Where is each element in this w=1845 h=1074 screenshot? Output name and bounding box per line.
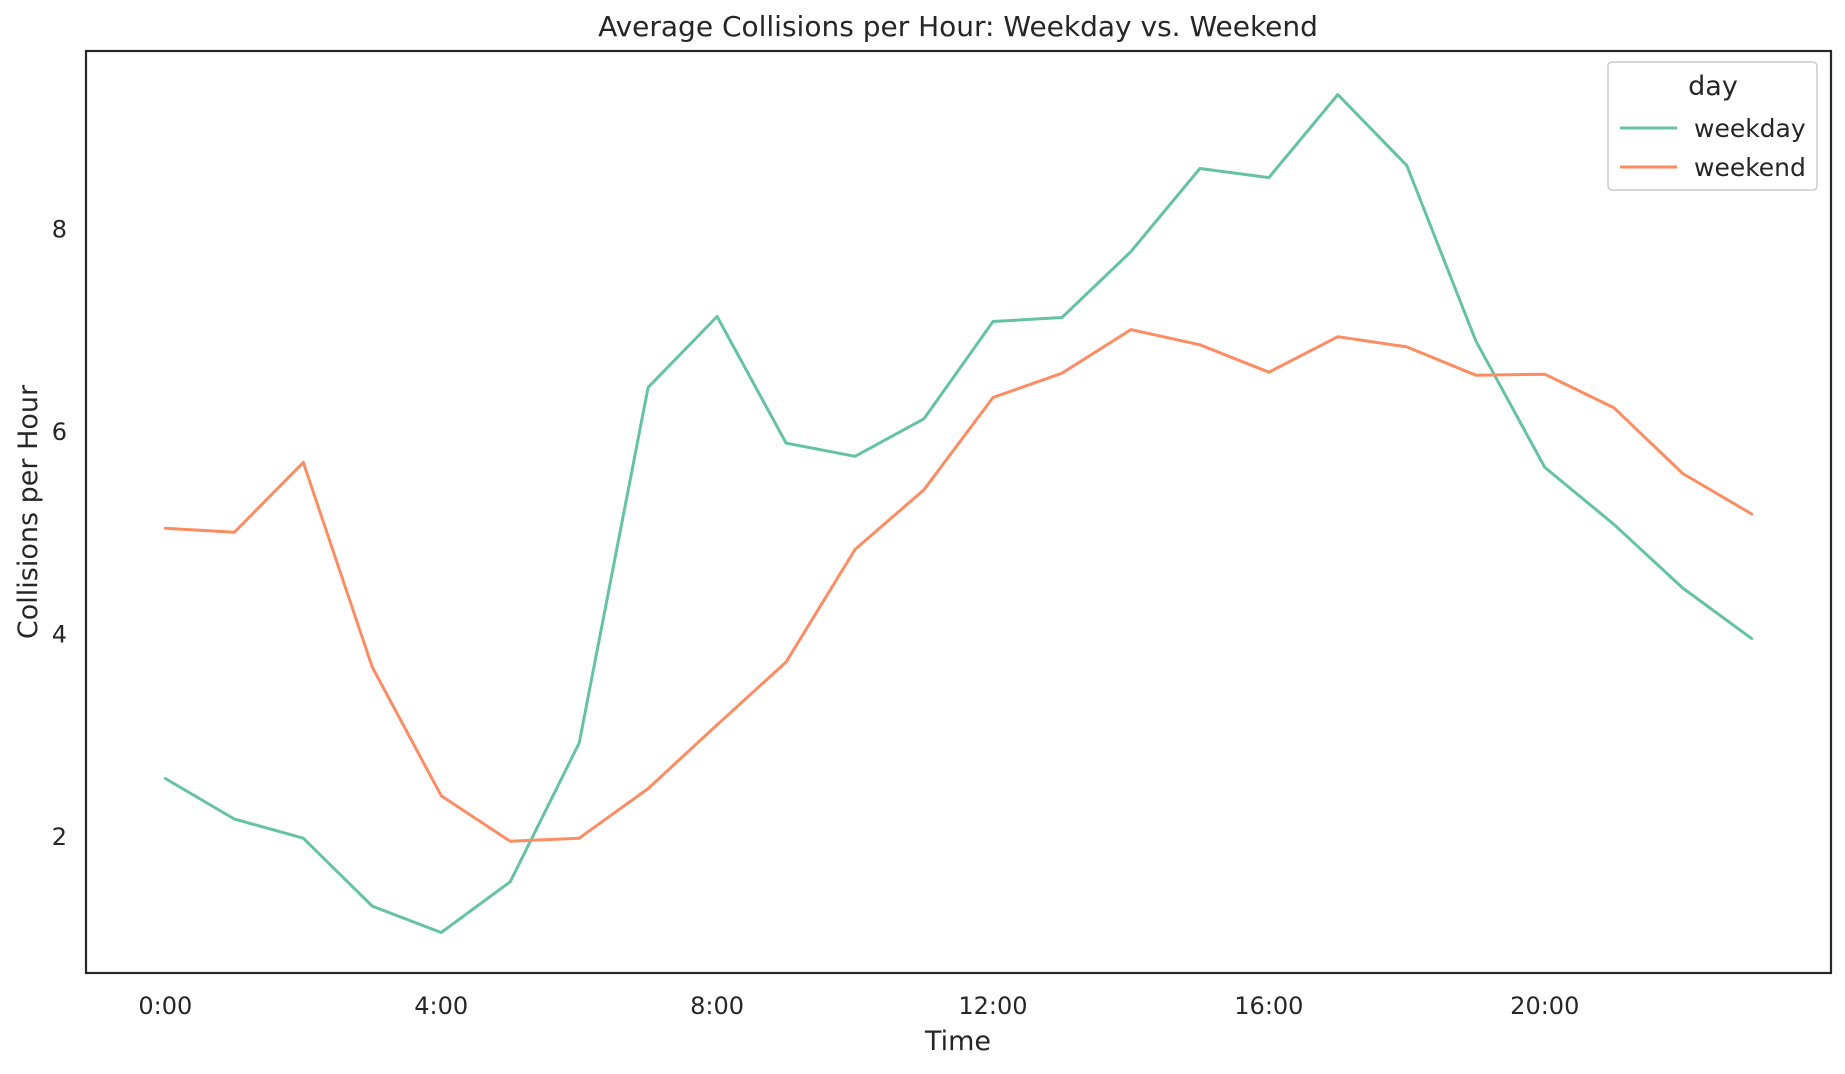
legend-label-weekend: weekend: [1694, 153, 1806, 182]
chart-title: Average Collisions per Hour: Weekday vs.…: [598, 10, 1318, 43]
legend-title: day: [1688, 71, 1738, 102]
y-tick-label: 6: [52, 418, 67, 446]
plot-area: [163, 93, 1754, 934]
x-tick-label: 20:00: [1510, 992, 1579, 1020]
series-line-weekend: [163, 328, 1754, 843]
legend-label-weekday: weekday: [1694, 114, 1806, 143]
legend-entries: weekday weekend: [1620, 114, 1806, 182]
x-tick-label: 8:00: [690, 992, 744, 1020]
x-tick-label: 16:00: [1234, 992, 1303, 1020]
y-axis-label: Collisions per Hour: [13, 384, 44, 639]
y-tick-label: 8: [52, 215, 67, 243]
y-axis-ticks: 2 4 6 8: [52, 215, 67, 851]
x-axis-label: Time: [924, 1026, 991, 1057]
plot-frame: [84, 49, 1833, 975]
series-line-weekday: [163, 93, 1754, 934]
x-tick-label: 4:00: [414, 992, 468, 1020]
x-axis-ticks: 0:00 4:00 8:00 12:00 16:00 20:00: [138, 992, 1579, 1020]
y-tick-label: 4: [52, 621, 67, 649]
legend: day weekday weekend: [1607, 61, 1818, 191]
x-tick-label: 0:00: [138, 992, 192, 1020]
x-tick-label: 12:00: [958, 992, 1027, 1020]
legend-box: [1607, 61, 1818, 191]
y-tick-label: 2: [52, 823, 67, 851]
